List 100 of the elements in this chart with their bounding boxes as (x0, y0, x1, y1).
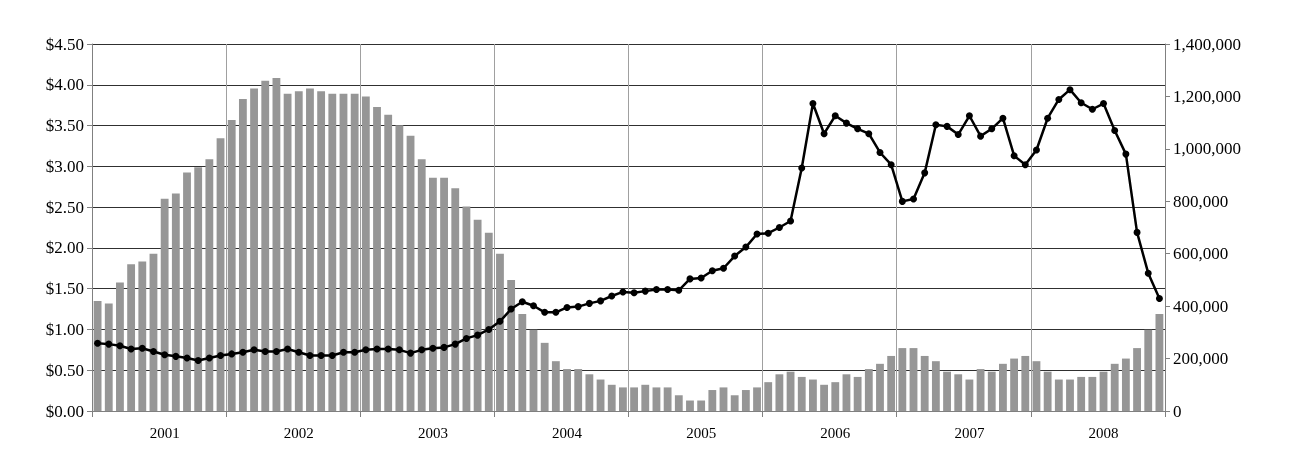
bar (585, 374, 594, 411)
bar (920, 355, 929, 411)
bar (831, 382, 840, 411)
bar (261, 80, 270, 411)
bar (462, 206, 471, 411)
bar (1144, 329, 1153, 411)
x-tick-label: 2004 (552, 424, 583, 441)
x-tick-label: 2006 (820, 424, 851, 441)
bar (1043, 371, 1052, 411)
y2-tick-label: 800,000 (1173, 191, 1229, 211)
bar (1077, 376, 1086, 411)
bar (674, 395, 683, 411)
bar (395, 125, 404, 411)
bar (730, 395, 739, 411)
bar (160, 198, 169, 411)
bar (1021, 355, 1030, 411)
bar (171, 193, 180, 411)
bar (406, 135, 415, 411)
bar (574, 369, 583, 411)
bar (205, 159, 214, 411)
bar (797, 376, 806, 411)
bar (697, 400, 706, 411)
bar (127, 264, 136, 411)
bar (473, 219, 482, 411)
bar (1133, 348, 1141, 411)
bar (428, 177, 437, 411)
x-tick-label: 2005 (686, 424, 717, 441)
bar (283, 93, 292, 411)
y-tick-label: $3.50 (45, 116, 84, 136)
bar (138, 261, 147, 411)
bar (238, 99, 247, 411)
bar (216, 138, 225, 411)
bar (741, 390, 750, 411)
bar (607, 384, 616, 411)
bar (250, 88, 258, 411)
bar (451, 188, 460, 411)
bar (328, 93, 337, 411)
bar (853, 376, 862, 411)
bar (1155, 314, 1164, 411)
bar (864, 369, 873, 411)
bar (440, 177, 448, 411)
bar (842, 374, 851, 411)
bar (1088, 376, 1097, 411)
y-tick-label: $0.00 (45, 401, 84, 421)
y2-tick-label: 1,200,000 (1173, 86, 1241, 106)
bar (149, 253, 158, 411)
y2-tick-label: 400,000 (1173, 296, 1229, 316)
bar (987, 371, 996, 411)
bar (551, 361, 560, 411)
bar (384, 114, 393, 411)
y-tick-label: $4.50 (45, 34, 84, 54)
y2-tick-label: 1,400,000 (1173, 34, 1241, 54)
y2-tick-label: 600,000 (1173, 244, 1229, 264)
bar (339, 93, 348, 411)
bar (1054, 379, 1063, 411)
bar (943, 371, 951, 411)
bar (909, 348, 918, 411)
bar (518, 314, 527, 411)
bar (686, 400, 694, 411)
bar (999, 363, 1007, 411)
x-tick-label: 2003 (417, 424, 448, 441)
bar (954, 374, 963, 411)
y2-tick-label: 200,000 (1173, 349, 1229, 369)
bar (1110, 363, 1119, 411)
bar (652, 387, 661, 411)
bar (317, 91, 326, 411)
y2-tick-label: 0 (1173, 401, 1182, 421)
x-tick-label: 2008 (1088, 424, 1119, 441)
bar (976, 369, 985, 411)
bar (194, 167, 203, 411)
bar (93, 300, 102, 411)
bar (931, 361, 940, 411)
bar (116, 282, 124, 411)
y-tick-label: $2.50 (45, 197, 84, 217)
bar (641, 384, 650, 411)
bar (1121, 358, 1130, 411)
bar (306, 88, 314, 411)
y2-tick-label: 1,000,000 (1173, 139, 1241, 159)
bar (708, 390, 717, 411)
bar (775, 374, 784, 411)
bar (820, 384, 829, 411)
y-tick-label: $4.00 (45, 75, 84, 95)
bar (965, 379, 974, 411)
bar (1010, 358, 1019, 411)
bar (1066, 379, 1074, 411)
bar (809, 379, 817, 411)
bar (104, 303, 113, 411)
bar (563, 369, 571, 411)
bar (183, 172, 191, 411)
bar (373, 106, 381, 411)
bar (507, 279, 516, 411)
bar (719, 387, 728, 411)
y-tick-label: $0.50 (45, 360, 84, 380)
bar (417, 159, 426, 411)
x-tick-label: 2007 (954, 424, 985, 441)
bar (294, 91, 303, 411)
bar (272, 78, 281, 411)
bar (540, 342, 549, 411)
x-tick-label: 2001 (149, 424, 180, 441)
x-tick-label: 2002 (283, 424, 314, 441)
